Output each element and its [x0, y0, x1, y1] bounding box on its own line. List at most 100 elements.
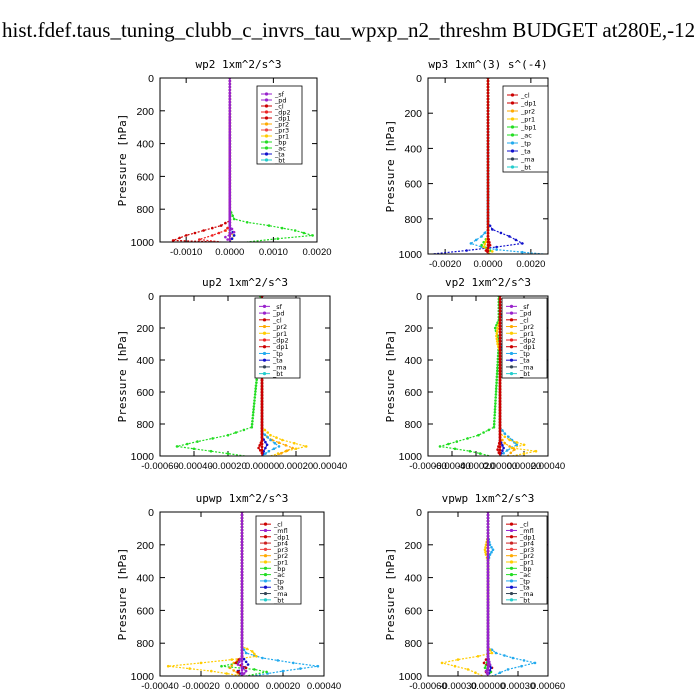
y-tick-label: 600 — [404, 179, 422, 191]
data-point — [483, 231, 487, 235]
data-point — [498, 436, 502, 440]
y-tick-label: 0 — [148, 291, 154, 303]
data-point — [486, 112, 490, 116]
data-point — [260, 448, 264, 452]
data-point — [228, 204, 232, 208]
series-pr1 — [166, 512, 258, 676]
data-point — [482, 661, 486, 665]
legend-label: _pd — [519, 310, 532, 318]
data-point — [486, 656, 490, 660]
data-point — [253, 396, 257, 399]
data-point — [490, 648, 494, 652]
data-point — [498, 418, 502, 422]
data-point — [486, 237, 490, 241]
legend-marker — [509, 338, 514, 342]
data-point — [486, 190, 490, 193]
legend-label: _tp — [272, 350, 283, 358]
data-point — [486, 555, 490, 558]
y-tick-label: 0 — [148, 73, 154, 85]
legend-marker — [263, 547, 268, 551]
data-point — [495, 324, 498, 327]
data-point — [496, 360, 500, 364]
chart-title: wp3 1xm^(3) s^(-4) — [428, 58, 547, 71]
legend-label: _ac — [519, 571, 531, 579]
data-point — [498, 346, 502, 349]
data-point — [240, 513, 244, 517]
data-point — [260, 403, 264, 407]
legend-marker — [263, 541, 268, 545]
data-point — [498, 671, 502, 674]
data-point — [232, 669, 236, 672]
legend-marker — [509, 365, 514, 369]
legend-label: _dp2 — [519, 337, 536, 345]
data-point — [486, 225, 490, 229]
legend-marker — [262, 345, 267, 349]
x-tick-label: -0.00040 — [175, 461, 213, 472]
data-point — [486, 522, 490, 526]
legend-label: _ma — [520, 156, 535, 164]
data-point — [486, 662, 490, 666]
data-point — [499, 231, 503, 235]
legend-label: _pr2 — [520, 108, 535, 116]
data-point — [240, 561, 244, 564]
data-point — [272, 447, 276, 451]
data-point — [498, 388, 502, 391]
legend-marker — [262, 358, 267, 362]
legend-label: _cl — [520, 92, 530, 100]
data-point — [486, 606, 490, 609]
legend: _sf_pd_cl_pr2_pr1_dp2_dp1_tp_ta_ma_bt — [254, 297, 301, 379]
data-point — [255, 381, 258, 384]
data-point — [260, 418, 264, 422]
legend-marker — [264, 158, 269, 162]
data-point — [166, 664, 170, 668]
data-point — [498, 451, 502, 455]
data-point — [486, 567, 490, 570]
data-point — [484, 550, 487, 554]
data-point — [277, 441, 281, 445]
data-point — [251, 420, 254, 423]
data-point — [503, 441, 507, 445]
data-point — [240, 558, 244, 561]
series-dp2 — [198, 78, 232, 242]
data-point — [480, 235, 483, 238]
data-point — [228, 103, 232, 107]
data-point — [486, 618, 490, 621]
data-point — [498, 312, 502, 316]
data-point — [496, 357, 500, 361]
data-point — [226, 226, 229, 230]
data-point — [502, 451, 505, 455]
data-point — [484, 546, 487, 549]
data-point — [498, 309, 502, 313]
data-point — [240, 621, 244, 624]
data-point — [228, 139, 232, 142]
legend-marker — [510, 149, 515, 153]
series-sf — [228, 78, 232, 242]
data-point — [228, 210, 232, 214]
data-point — [503, 654, 506, 657]
legend-marker — [509, 311, 514, 315]
data-point — [486, 151, 490, 154]
y-tick-label: 1000 — [131, 237, 155, 249]
legend-label: _ta — [519, 584, 530, 592]
page-title: hist.fdef.taus_tuning_clubb_c_invrs_tau_… — [2, 18, 696, 42]
data-point — [486, 208, 490, 211]
legend-marker — [509, 304, 514, 308]
data-point — [521, 242, 524, 245]
data-point — [228, 163, 232, 166]
data-point — [488, 224, 492, 228]
data-point — [486, 136, 490, 139]
data-point — [240, 588, 244, 591]
data-point — [498, 367, 502, 370]
data-point — [257, 446, 260, 450]
data-point — [228, 148, 232, 151]
legend-marker — [263, 535, 268, 539]
x-tick-label: 0.00000 — [225, 681, 259, 692]
data-point — [486, 627, 490, 630]
data-point — [224, 235, 227, 239]
chart-title: wp2 1xm^2/s^3 — [195, 58, 281, 71]
data-point — [240, 570, 244, 573]
data-point — [498, 415, 502, 419]
data-point — [242, 672, 246, 675]
data-point — [486, 576, 490, 579]
data-point — [228, 234, 232, 238]
